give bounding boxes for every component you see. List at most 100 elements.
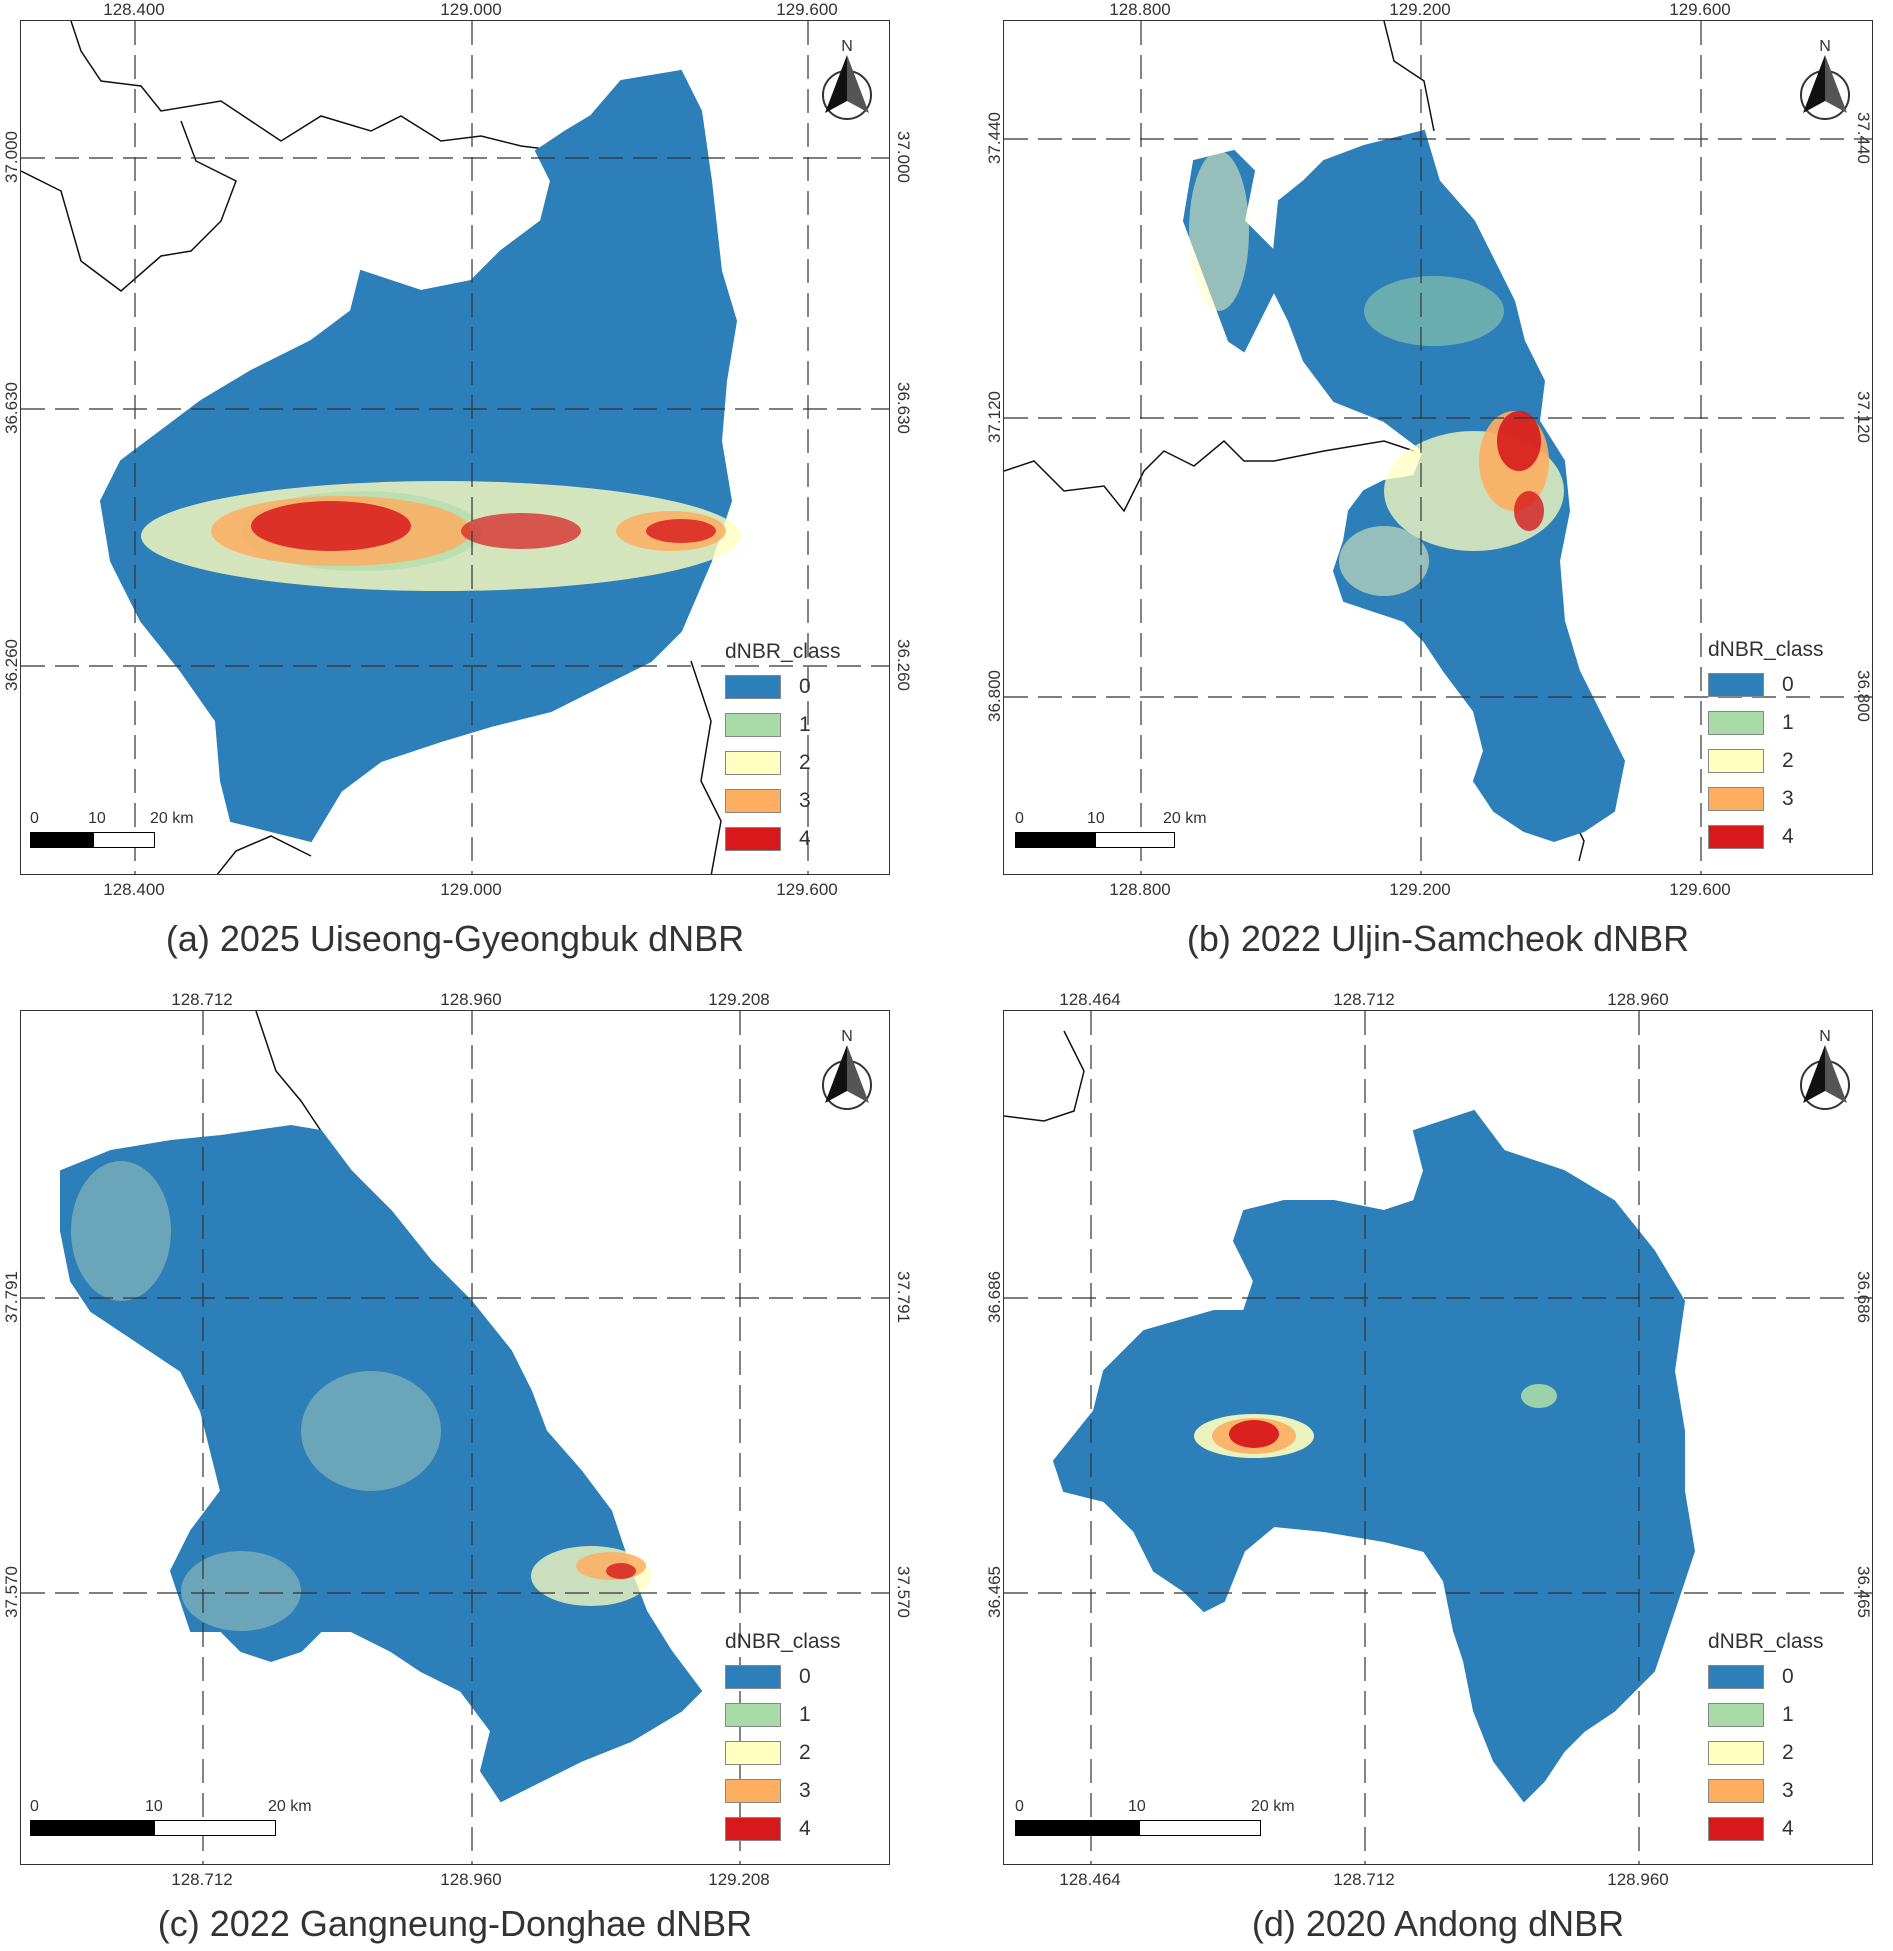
- north-label: N: [841, 38, 853, 55]
- x-tick-label: 128.800: [1109, 880, 1171, 899]
- legend-swatch: [725, 827, 781, 851]
- north-label: N: [1819, 38, 1831, 55]
- legend-label: 3: [799, 789, 811, 812]
- y-tick-label: 37.000: [2, 131, 21, 183]
- boundary-line: [21, 120, 237, 292]
- north-arrow-icon: N: [1793, 35, 1857, 125]
- legend-label: 2: [799, 1741, 811, 1764]
- legend-label: 0: [799, 675, 811, 698]
- legend-item: 4: [1708, 818, 1824, 856]
- legend-swatch: [1708, 787, 1764, 811]
- panel-caption: (d) 2020 Andong dNBR: [1251, 1903, 1625, 1944]
- legend-item: 3: [1708, 1772, 1824, 1810]
- legend-item: 0: [725, 1658, 841, 1696]
- boundary-line: [216, 835, 312, 874]
- legend-swatch: [1708, 1665, 1764, 1689]
- map-a-canvas: [21, 21, 889, 874]
- scale-label: 20 km: [268, 1798, 312, 1815]
- x-tick-label: 128.960: [1607, 990, 1669, 1009]
- burn-zone-low: [1364, 276, 1504, 346]
- burn-zone-low: [1189, 151, 1249, 311]
- y-tick-label: 37.120: [985, 391, 1004, 443]
- x-tick-label: 128.800: [1109, 0, 1171, 19]
- panel-d: 128.464 128.712 128.960 128.464 128.712 …: [985, 990, 1873, 1951]
- legend-swatch: [1708, 1817, 1764, 1841]
- legend-swatch: [1708, 749, 1764, 773]
- legend-swatch: [725, 1817, 781, 1841]
- legend-swatch: [1708, 711, 1764, 735]
- y-tick-label: 36.465: [985, 1566, 1004, 1618]
- legend-item: 1: [725, 1696, 841, 1734]
- y-tick-label: 37.791: [2, 1271, 21, 1323]
- scale-label: 0: [1015, 810, 1024, 827]
- panel-caption: (c) 2022 Gangneung-Donghae dNBR: [157, 1903, 753, 1944]
- y-tick-label: 36.686: [1854, 1271, 1873, 1323]
- legend-swatch: [725, 1665, 781, 1689]
- graticule: [21, 1011, 889, 1864]
- legend: dNBR_class 0 1 2 3 4: [1708, 1630, 1824, 1848]
- legend-swatch: [1708, 1703, 1764, 1727]
- panel-caption: (b) 2022 Uljin-Samcheok dNBR: [1186, 918, 1690, 959]
- y-tick-label: 37.440: [985, 112, 1004, 164]
- scale-bar: 0 10 20 km: [1015, 1798, 1295, 1836]
- x-tick-label: 128.400: [103, 880, 165, 899]
- legend-label: 2: [799, 751, 811, 774]
- scale-label: 10: [145, 1798, 163, 1815]
- legend-label: 2: [1782, 1741, 1794, 1764]
- region-area: [60, 1124, 703, 1803]
- burn-zone-high: [251, 501, 411, 551]
- legend-item: 2: [725, 744, 841, 782]
- x-tick-label: 128.464: [1059, 1870, 1121, 1889]
- scale-bar: 0 10 20 km: [30, 1798, 312, 1836]
- x-tick-label: 128.464: [1059, 990, 1121, 1009]
- y-tick-label: 37.570: [894, 1566, 913, 1618]
- map-c-canvas: [21, 1011, 889, 1864]
- x-tick-label: 129.200: [1389, 0, 1451, 19]
- legend-item: 2: [725, 1734, 841, 1772]
- burn-zone-low: [1521, 1384, 1557, 1408]
- panel-c: 128.712 128.960 129.208 128.712 128.960 …: [2, 990, 913, 1951]
- legend-swatch: [725, 1703, 781, 1727]
- x-tick-label: 129.600: [1669, 880, 1731, 899]
- x-tick-label: 128.960: [1607, 1870, 1669, 1889]
- legend-item: 0: [1708, 1658, 1824, 1696]
- y-tick-label: 36.800: [985, 670, 1004, 722]
- scale-label: 0: [1015, 1798, 1024, 1815]
- y-tick-label: 36.630: [2, 382, 21, 434]
- legend-label: 4: [799, 827, 811, 850]
- x-tick-label: 129.600: [776, 880, 838, 899]
- x-tick-label: 128.960: [440, 990, 502, 1009]
- north-label: N: [841, 1028, 853, 1045]
- boundary-line: [690, 660, 722, 874]
- legend-swatch: [725, 789, 781, 813]
- panel-caption: (a) 2025 Uiseong-Gyeongbuk dNBR: [165, 918, 745, 959]
- graticule: [1004, 21, 1872, 874]
- legend: dNBR_class 0 1 2 3 4: [1708, 638, 1824, 856]
- legend-swatch: [725, 675, 781, 699]
- x-tick-label: 128.960: [440, 1870, 502, 1889]
- legend-title: dNBR_class: [1708, 638, 1824, 661]
- y-tick-label: 37.000: [894, 131, 913, 183]
- y-tick-label: 36.260: [2, 639, 21, 691]
- legend-label: 4: [799, 1817, 811, 1840]
- burn-zone-high: [461, 513, 581, 549]
- legend-item: 4: [1708, 1810, 1824, 1848]
- legend-item: 1: [1708, 1696, 1824, 1734]
- burn-zone-low: [301, 1371, 441, 1491]
- burn-zone-high: [1497, 411, 1541, 471]
- scale-label: 20 km: [1251, 1798, 1295, 1815]
- legend-item: 3: [725, 782, 841, 820]
- legend-label: 0: [1782, 673, 1794, 696]
- legend-item: 2: [1708, 1734, 1824, 1772]
- legend-swatch: [1708, 825, 1764, 849]
- legend-item: 3: [1708, 780, 1824, 818]
- x-tick-label: 128.712: [171, 1870, 233, 1889]
- north-arrow-icon: N: [815, 1025, 879, 1115]
- legend: dNBR_class 0 1 2 3 4: [725, 1630, 841, 1848]
- legend-title: dNBR_class: [725, 1630, 841, 1653]
- burn-zone-high: [1514, 491, 1544, 531]
- x-tick-label: 128.712: [1333, 1870, 1395, 1889]
- legend-label: 4: [1782, 825, 1794, 848]
- x-tick-label: 129.000: [440, 0, 502, 19]
- x-tick-label: 129.600: [776, 0, 838, 19]
